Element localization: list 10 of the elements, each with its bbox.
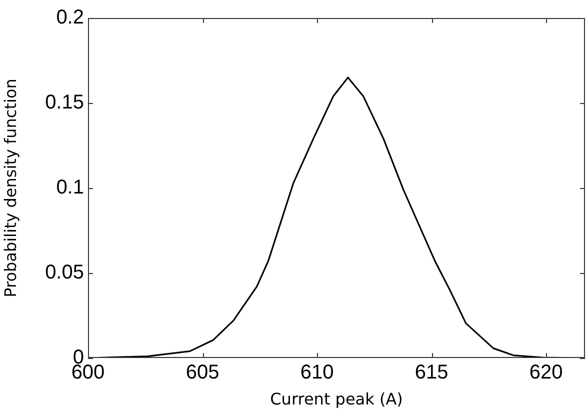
y-tick-label: 0.05	[45, 262, 84, 284]
y-axis-title: Probability density function	[0, 78, 20, 298]
x-tick-label: 610	[300, 362, 334, 384]
x-tick-label: 615	[414, 362, 448, 384]
y-tick-label: 0.1	[56, 176, 84, 199]
x-axis-title: Current peak (A)	[270, 390, 403, 409]
x-tick-label: 620	[529, 362, 563, 384]
y-tick-label: 0.2	[56, 6, 84, 29]
y-tick-label: 0.15	[45, 92, 84, 114]
x-tick-label: 605	[186, 362, 220, 384]
